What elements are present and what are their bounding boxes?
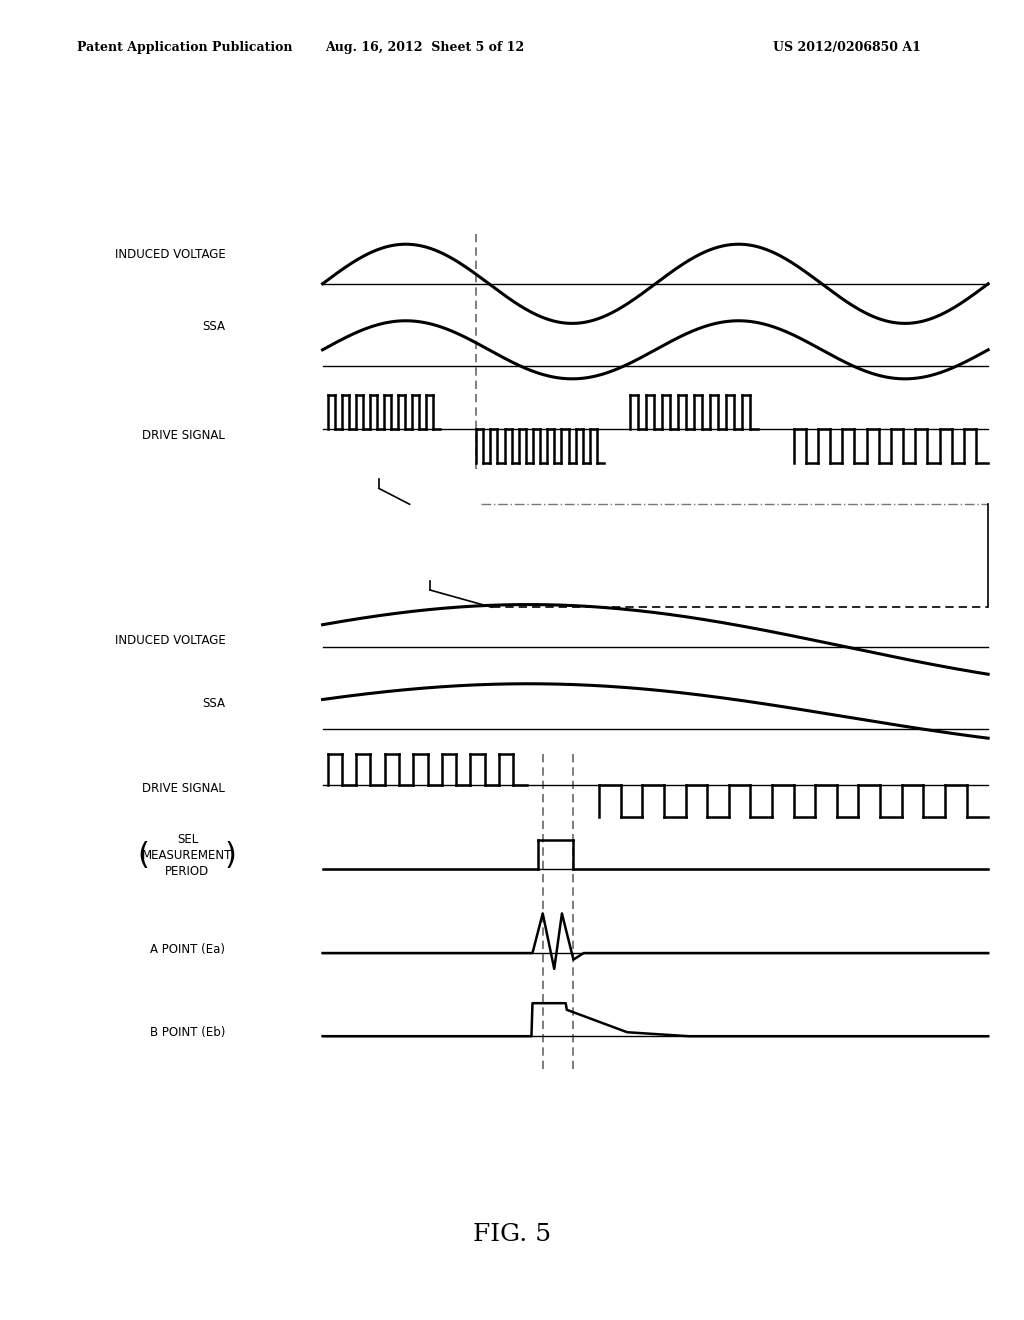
Text: Aug. 16, 2012  Sheet 5 of 12: Aug. 16, 2012 Sheet 5 of 12 <box>326 41 524 54</box>
Text: Patent Application Publication: Patent Application Publication <box>77 41 292 54</box>
Text: ): ) <box>224 841 237 870</box>
Text: (: ( <box>137 841 150 870</box>
Text: B POINT (Eb): B POINT (Eb) <box>150 1026 225 1039</box>
Text: SEL: SEL <box>177 833 198 846</box>
Text: US 2012/0206850 A1: US 2012/0206850 A1 <box>773 41 921 54</box>
Text: PERIOD: PERIOD <box>165 865 210 878</box>
Text: SSA: SSA <box>203 697 225 710</box>
Text: INDUCED VOLTAGE: INDUCED VOLTAGE <box>115 248 225 261</box>
Text: DRIVE SIGNAL: DRIVE SIGNAL <box>142 429 225 442</box>
Text: FIG. 5: FIG. 5 <box>473 1222 551 1246</box>
Text: DRIVE SIGNAL: DRIVE SIGNAL <box>142 781 225 795</box>
Text: SSA: SSA <box>203 319 225 333</box>
Text: A POINT (Ea): A POINT (Ea) <box>151 942 225 956</box>
Text: MEASUREMENT: MEASUREMENT <box>142 849 232 862</box>
Text: INDUCED VOLTAGE: INDUCED VOLTAGE <box>115 634 225 647</box>
